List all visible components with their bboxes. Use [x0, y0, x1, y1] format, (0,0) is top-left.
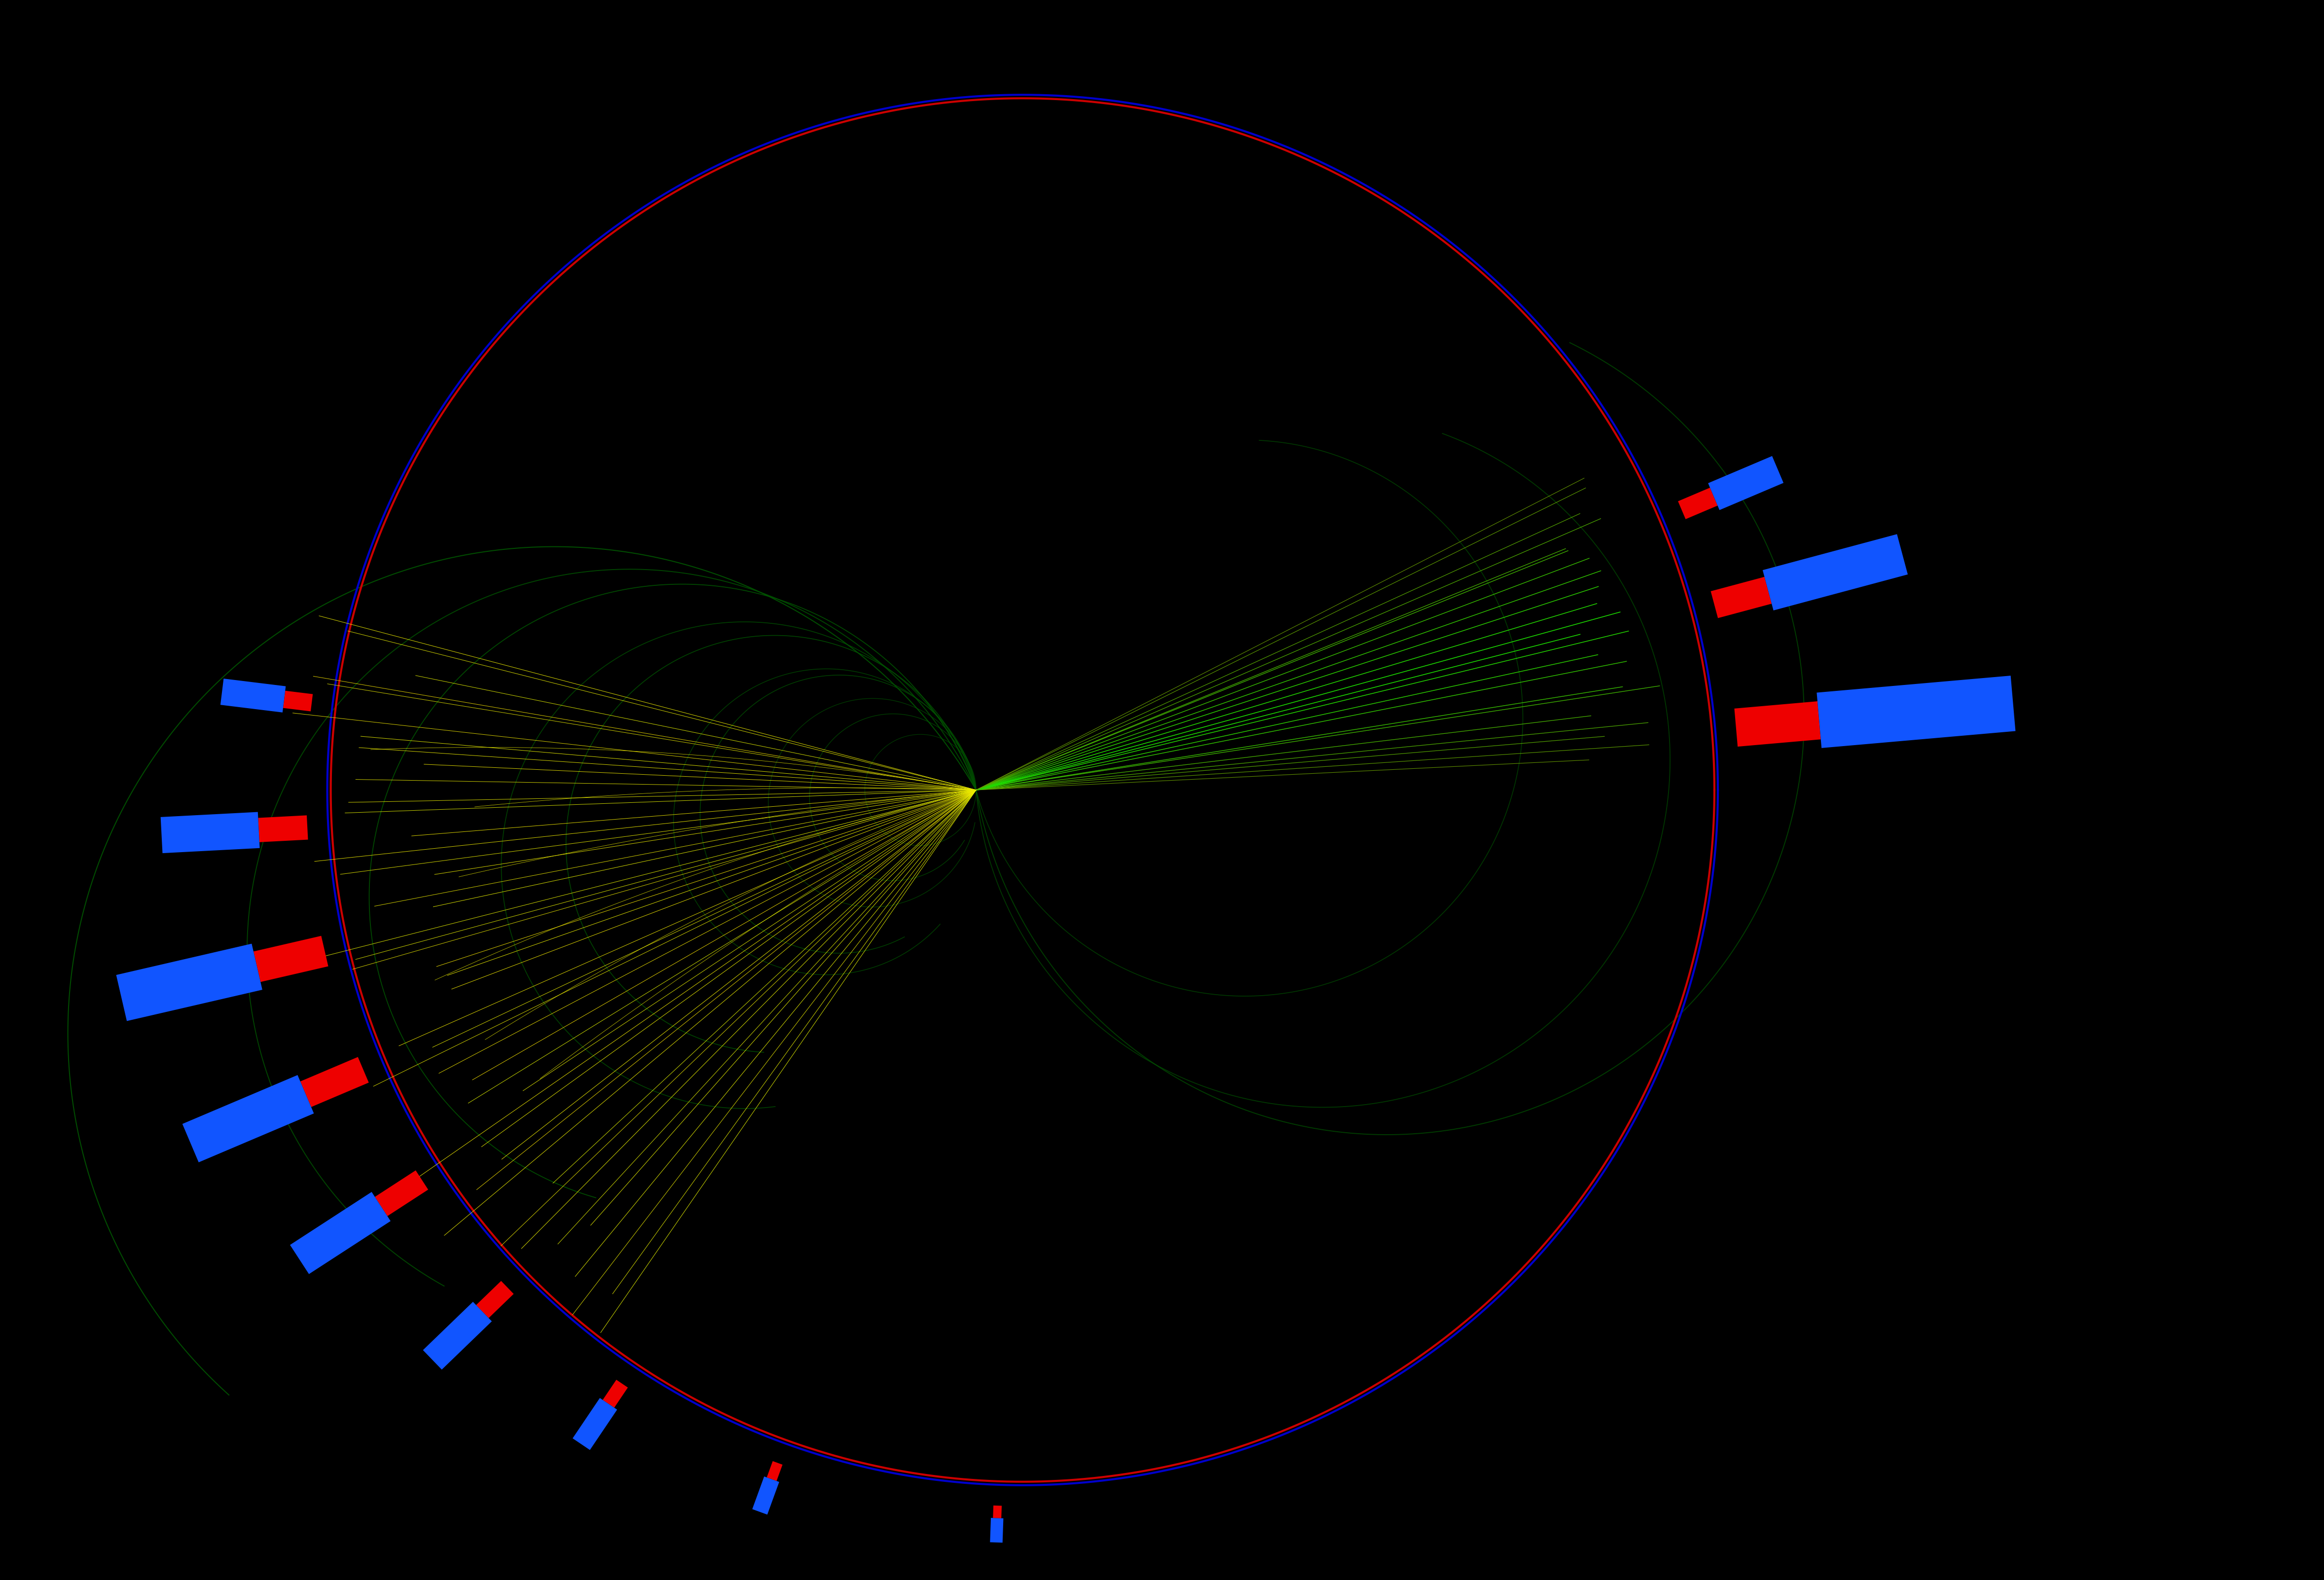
Polygon shape: [116, 943, 263, 1021]
Polygon shape: [221, 679, 286, 713]
Polygon shape: [258, 815, 309, 842]
Polygon shape: [990, 1518, 1004, 1542]
Polygon shape: [1817, 676, 2015, 747]
Polygon shape: [1678, 488, 1717, 520]
Polygon shape: [374, 1171, 428, 1217]
Polygon shape: [1734, 702, 1820, 747]
Polygon shape: [476, 1281, 514, 1318]
Polygon shape: [753, 1476, 779, 1515]
Polygon shape: [290, 1191, 390, 1273]
Polygon shape: [423, 1302, 493, 1370]
Polygon shape: [767, 1462, 783, 1480]
Polygon shape: [284, 690, 314, 711]
Polygon shape: [300, 1057, 370, 1108]
Polygon shape: [1762, 534, 1908, 610]
Polygon shape: [572, 1398, 618, 1450]
Polygon shape: [602, 1379, 627, 1408]
Polygon shape: [992, 1506, 1002, 1518]
Polygon shape: [253, 935, 328, 981]
Polygon shape: [160, 812, 260, 853]
Polygon shape: [1708, 457, 1783, 510]
Polygon shape: [1710, 577, 1771, 618]
Polygon shape: [181, 1074, 314, 1163]
